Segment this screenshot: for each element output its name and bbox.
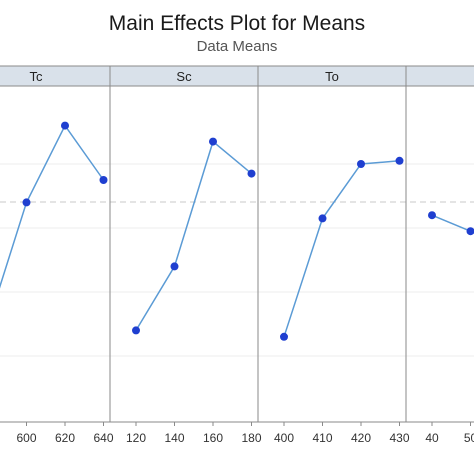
panel-header [405,65,474,87]
data-point [247,169,256,178]
x-tick-label: 160 [203,431,223,445]
x-tick-label: 120 [126,431,146,445]
x-tick-label: 50 [464,431,474,445]
data-point [132,326,140,335]
x-tick-label: 410 [312,431,332,445]
panel-frame [257,85,407,423]
series-line [283,160,400,338]
x-tick-label: 600 [16,431,36,445]
data-point [318,214,327,223]
panel-header [0,65,111,87]
series-line [135,140,252,331]
panel-label: To [325,69,339,84]
x-tick-label: 430 [389,431,409,445]
data-point [280,332,288,341]
x-tick-label: 420 [351,431,371,445]
data-point [22,198,31,207]
data-point [466,227,474,236]
panel-frame [0,85,111,423]
chart-subtitle: Data Means [196,38,278,55]
series-line [431,214,474,232]
x-tick-label: 400 [274,431,294,445]
x-tick-label: 140 [164,431,184,445]
panel-frame [109,85,259,423]
data-point [61,121,69,130]
data-point [357,160,365,168]
x-tick-label: 180 [241,431,261,445]
x-tick-label: 620 [55,431,75,445]
panel-label: Tc [30,69,44,84]
data-point [209,137,217,146]
data-point [170,262,179,271]
data-point [428,211,436,220]
series-line [0,124,105,289]
chart-title: Main Effects Plot for Means [108,12,366,35]
data-point [395,156,404,165]
panel-label: Sc [176,69,192,84]
panel-frame [405,85,474,423]
x-tick-label: 40 [425,431,439,445]
data-point [99,176,108,184]
x-tick-label: 640 [93,431,113,445]
